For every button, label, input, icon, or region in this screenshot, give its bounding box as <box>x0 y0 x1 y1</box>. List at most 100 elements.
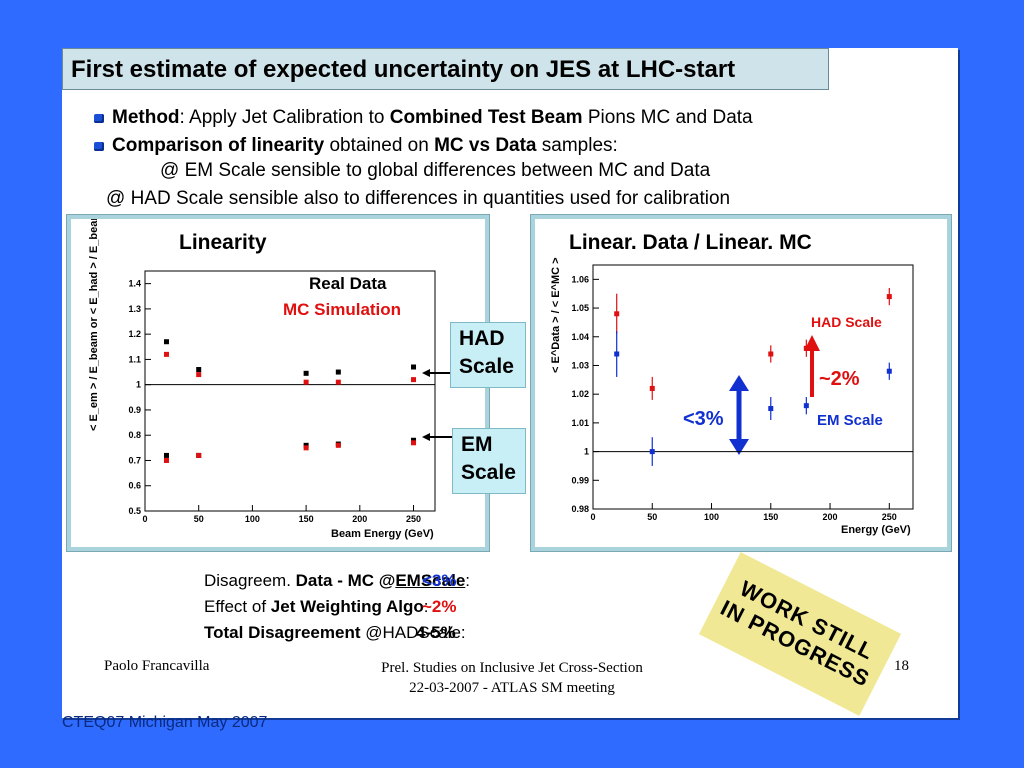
bullet-item: Method: Apply Jet Calibration to Combine… <box>94 104 944 132</box>
callout-line: Scale <box>459 355 514 378</box>
y-tick-label: 1.02 <box>571 389 589 399</box>
slide: First estimate of expected uncertainty o… <box>62 48 958 718</box>
linearity-panel: Linearity Real Data MC Simulation < E_em… <box>66 211 490 552</box>
plot-frame <box>144 270 436 512</box>
y-tick-label: 0.8 <box>128 430 141 440</box>
callout-line: Scale <box>461 461 516 484</box>
data-point <box>335 369 341 375</box>
em-diff-double-arrow-icon <box>729 375 749 455</box>
bullet-span: samples: <box>536 135 618 156</box>
y-tick-label: 1.1 <box>128 354 141 364</box>
data-point <box>196 452 202 458</box>
bullet-span: obtained on <box>324 135 435 156</box>
background-top <box>0 0 1024 48</box>
y-tick-label: 1 <box>584 447 589 457</box>
x-axis-label: Beam Energy (GeV) <box>331 528 434 540</box>
ratio-panel-inner: Linear. Data / Linear. MC < E^Data > / <… <box>535 219 947 547</box>
summary-pre: Effect of <box>204 597 271 616</box>
summary-row: Effect of Jet Weighting Algo: ~2% <box>204 594 470 620</box>
chart-title: Linear. Data / Linear. MC <box>569 231 812 254</box>
data-point <box>196 372 202 378</box>
x-axis-label: Energy (GeV) <box>841 524 911 536</box>
em-diff-label: <3% <box>683 408 724 430</box>
callout-line: EM <box>461 433 493 456</box>
x-tick-label: 200 <box>823 512 838 522</box>
slide-title: First estimate of expected uncertainty o… <box>62 48 829 90</box>
work-in-progress-stamp: WORK STILL IN PROGRESS <box>698 552 902 716</box>
data-point <box>614 351 620 357</box>
page-number: 18 <box>894 658 909 674</box>
data-point <box>303 445 309 451</box>
summary-value: <3% <box>422 571 457 590</box>
y-axis-label: < E^Data > / < E^MC > <box>550 257 562 373</box>
data-point <box>411 437 417 443</box>
data-point <box>649 449 655 455</box>
x-tick-label: 100 <box>245 514 260 524</box>
y-tick-label: 1.04 <box>571 332 589 342</box>
summary-row: Total Disagreement @HADScale: 4-5% <box>204 620 470 646</box>
summary-bold: Jet Weighting Algo <box>270 597 424 616</box>
y-tick-label: 1 <box>136 380 141 390</box>
y-tick-label: 1.01 <box>571 418 589 428</box>
data-point <box>303 370 309 376</box>
y-tick-label: 1.3 <box>128 304 141 314</box>
arrow-head-up <box>729 375 749 391</box>
linearity-panel-inner: Linearity Real Data MC Simulation < E_em… <box>71 211 485 547</box>
legend-mc-simulation: MC Simulation <box>283 300 401 319</box>
x-tick-label: 150 <box>299 514 314 524</box>
bullet-bold: Comparison of linearity <box>112 135 325 156</box>
footer-talk-date: 22-03-2007 - ATLAS SM meeting <box>409 680 615 696</box>
ratio-chart: Linear. Data / Linear. MC < E^Data > / <… <box>550 231 914 536</box>
summary-post: @HADScale: <box>360 623 466 642</box>
x-tick-label: 50 <box>647 512 657 522</box>
summary-bold: Total Disagreement <box>204 623 361 642</box>
bullet-bold: Combined Test Beam <box>389 107 583 128</box>
footer-author: Paolo Francavilla <box>104 658 210 674</box>
footer-talk-info: Prel. Studies on Inclusive Jet Cross-Sec… <box>362 658 662 698</box>
callout-arrows <box>422 369 452 441</box>
em-callout-arrow-icon <box>422 433 452 441</box>
arrow-head <box>422 369 430 377</box>
arrow-head <box>422 433 430 441</box>
data-point <box>303 442 309 448</box>
bullet-square-icon <box>94 142 104 151</box>
bullet-span: Pions MC and Data <box>582 107 753 128</box>
legend-real-data: Real Data <box>309 274 387 293</box>
x-tick-label: 150 <box>763 512 778 522</box>
ratio-panel: Linear. Data / Linear. MC < E^Data > / <… <box>530 214 952 552</box>
data-point <box>163 457 169 463</box>
data-point <box>411 377 417 383</box>
y-tick-label: 0.7 <box>128 455 141 465</box>
summary-row: Disagreem. Data - MC @EMScale: <3% <box>204 568 470 594</box>
data-point <box>886 368 892 374</box>
data-point <box>886 294 892 300</box>
data-point <box>614 311 620 317</box>
had-scale-callout: HAD Scale <box>450 322 526 388</box>
y-axis-label-text: < E_em > / E_beam or < E_had > / E_beam <box>88 219 100 431</box>
had-scale-label: HAD Scale <box>811 314 882 330</box>
footer-talk-title: Prel. Studies on Inclusive Jet Cross-Sec… <box>381 660 643 676</box>
sub-line-had: @ HAD Scale sensible also to differences… <box>106 188 731 209</box>
summary-post: : <box>423 597 429 616</box>
data-point <box>649 385 655 391</box>
plot-frame <box>592 264 914 510</box>
y-tick-label: 0.9 <box>128 405 141 415</box>
y-tick-label: 0.5 <box>128 506 141 516</box>
data-point <box>163 351 169 357</box>
summary-pre: Disagreem. <box>204 571 296 590</box>
y-tick-label: 0.6 <box>128 481 141 491</box>
em-scale-callout: EM Scale <box>452 428 526 494</box>
em-scale-label: EM Scale <box>817 412 883 429</box>
data-point <box>803 345 809 351</box>
summary-table: Disagreem. Data - MC @EMScale: <3% Effec… <box>204 568 470 646</box>
y-axis-label: < E_em > / E_beam or < E_had > / E_beam <box>88 211 100 431</box>
data-point <box>163 452 169 458</box>
data-point <box>303 379 309 385</box>
y-tick-label: 0.99 <box>571 475 589 485</box>
data-point <box>163 339 169 345</box>
chart-title: Linearity <box>179 231 267 254</box>
bullet-bold: Method <box>112 107 180 128</box>
y-tick-label: 1.4 <box>128 279 141 289</box>
y-tick-label: 1.2 <box>128 329 141 339</box>
x-tick-label: 0 <box>142 514 147 524</box>
